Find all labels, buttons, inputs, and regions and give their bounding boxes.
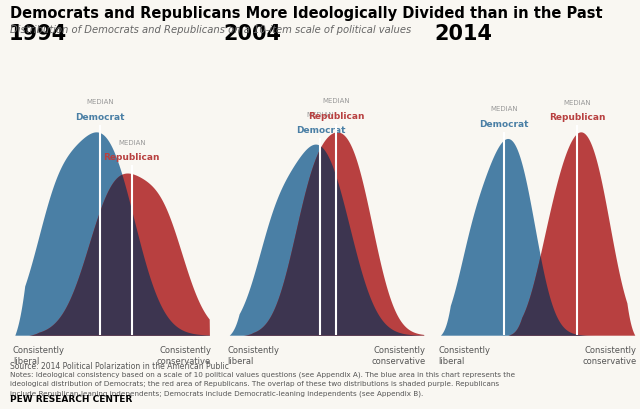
Text: 2004: 2004 [223, 23, 281, 43]
Text: Republican: Republican [549, 113, 605, 122]
Text: Democrat: Democrat [76, 112, 125, 121]
Text: Notes: Ideological consistency based on a scale of 10 political values questions: Notes: Ideological consistency based on … [10, 371, 515, 378]
Text: Consistently
liberal: Consistently liberal [13, 346, 65, 365]
Text: 2014: 2014 [435, 23, 492, 43]
Text: MEDIAN: MEDIAN [490, 106, 518, 112]
Text: Democrats and Republicans More Ideologically Divided than in the Past: Democrats and Republicans More Ideologic… [10, 6, 602, 21]
Text: MEDIAN: MEDIAN [86, 99, 114, 105]
Text: Democrat: Democrat [479, 119, 529, 128]
Text: Source: 2014 Political Polarization in the American Public: Source: 2014 Political Polarization in t… [10, 361, 228, 370]
Text: Consistently
conservative: Consistently conservative [157, 346, 211, 365]
Text: Consistently
liberal: Consistently liberal [227, 346, 279, 365]
Text: Republican: Republican [308, 111, 365, 120]
Text: MEDIAN: MEDIAN [307, 112, 334, 118]
Text: Distribution of Democrats and Republicans on a 10-item scale of political values: Distribution of Democrats and Republican… [10, 25, 411, 34]
Text: MEDIAN: MEDIAN [563, 99, 591, 106]
Text: Consistently
liberal: Consistently liberal [438, 346, 490, 365]
Text: Consistently
conservative: Consistently conservative [371, 346, 426, 365]
Text: ideological distribution of Democrats; the red area of Republicans. The overlap : ideological distribution of Democrats; t… [10, 380, 499, 387]
Text: 1994: 1994 [9, 23, 67, 43]
Text: Democrat: Democrat [296, 126, 345, 135]
Text: Republican: Republican [104, 153, 160, 162]
Text: MEDIAN: MEDIAN [323, 98, 350, 104]
Text: include Republican-leaning independents; Democrats include Democratic-leaning in: include Republican-leaning independents;… [10, 389, 423, 396]
Text: PEW RESEARCH CENTER: PEW RESEARCH CENTER [10, 394, 132, 403]
Text: MEDIAN: MEDIAN [118, 140, 146, 146]
Text: Consistently
conservative: Consistently conservative [582, 346, 637, 365]
